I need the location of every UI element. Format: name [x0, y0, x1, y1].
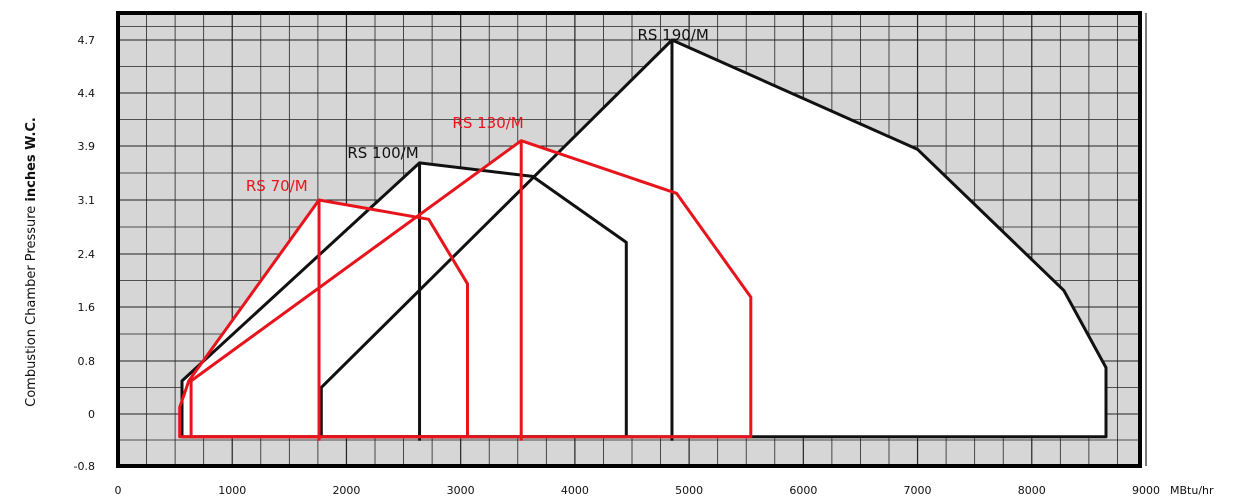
x-tick-label: 2000 — [332, 484, 360, 497]
y-tick-label: 3.9 — [78, 140, 96, 153]
x-tick-label: 0 — [115, 484, 122, 497]
region-fills — [179, 40, 1106, 437]
x-tick-label: 7000 — [904, 484, 932, 497]
y-tick-label: 3.1 — [78, 194, 96, 207]
series-label: RS 130/M — [452, 114, 523, 132]
y-axis-label: Combustion Chamber Pressure inches W.C. — [24, 117, 39, 407]
x-tick-label: 9000 — [1132, 484, 1160, 497]
series-outlines — [178, 38, 1108, 441]
x-tick-label: 8000 — [1018, 484, 1046, 497]
y-tick-label: 4.4 — [78, 87, 96, 100]
y-tick-label: 4.7 — [78, 34, 96, 47]
x-tick-label: 3000 — [447, 484, 475, 497]
x-tick-label: 6000 — [789, 484, 817, 497]
region-fill — [321, 40, 1106, 437]
x-tick-label: 5000 — [675, 484, 703, 497]
y-axis-label-prefix: Combustion Chamber Pressure — [24, 202, 39, 407]
y-tick-label: 0.8 — [78, 355, 96, 368]
series-labels: RS 70/M RS 100/M RS 130/M RS 190/M — [246, 26, 709, 195]
y-tick-label: 2.4 — [78, 248, 96, 261]
y-axis-ticks: -0.8 0 0.8 1.6 2.4 3.1 3.9 4.4 4.7 — [74, 34, 95, 473]
x-tick-label: 4000 — [561, 484, 589, 497]
y-tick-label: -0.8 — [74, 460, 95, 473]
series-label: RS 190/M — [637, 26, 708, 44]
series-label: RS 70/M — [246, 177, 308, 195]
series-label: RS 100/M — [347, 144, 418, 162]
x-axis-unit: MBtu/hr — [1170, 484, 1214, 497]
y-axis-label-emphasis: inches W.C. — [24, 117, 39, 201]
x-tick-label: 1000 — [218, 484, 246, 497]
plot-frame — [116, 11, 1142, 468]
series-outline — [178, 198, 469, 439]
y-tick-label: 1.6 — [78, 301, 96, 314]
x-axis-ticks: 0 1000 2000 3000 4000 5000 6000 7000 8000 9000 — [115, 484, 1161, 497]
y-tick-label: 0 — [88, 408, 95, 421]
